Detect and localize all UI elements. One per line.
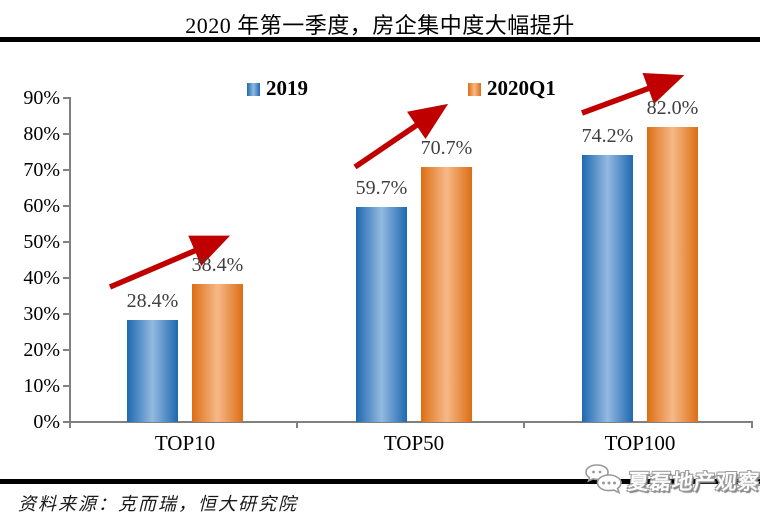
y-axis-tick-label: 30% [23,303,60,325]
y-axis-tick-label: 20% [23,339,60,361]
y-axis-tick-label: 70% [23,159,60,181]
x-axis-tick [69,421,71,428]
bar-2019-top100 [582,154,633,422]
y-axis-tick-label: 80% [23,123,60,145]
y-axis-tick [63,349,70,351]
x-axis-tick [296,421,298,428]
bar-2019-top50 [356,207,407,422]
y-axis-tick [63,313,70,315]
y-axis-tick [63,241,70,243]
chart-title: 2020 年第一季度，房企集中度大幅提升 [185,13,575,38]
bar-2020q1-top10 [192,283,243,422]
value-label-2020q1-top10: 38.4% [191,253,244,276]
y-axis-tick [63,205,70,207]
value-label-2019-top10: 28.4% [126,289,179,312]
legend-label-2019: 2019 [266,75,308,100]
y-axis-tick [63,385,70,387]
y-axis-tick [63,421,70,423]
y-axis-tick [63,97,70,99]
divider-line-top [0,37,760,42]
watermark: 夏磊地产观察 [584,463,760,499]
y-axis-tick-label: 50% [23,231,60,253]
x-axis-tick [523,421,525,428]
source-note: 资料来源：克而瑞，恒大研究院 [18,494,298,514]
y-axis-tick [63,169,70,171]
bar-2019-top10 [127,319,178,422]
value-label-2020q1-top50: 70.7% [420,137,473,160]
value-label-2019-top50: 59.7% [355,177,408,200]
legend-swatch-2020q1 [468,82,481,96]
y-axis-tick-label: 90% [23,87,60,109]
value-label-2019-top100: 74.2% [581,124,634,147]
y-axis-tick [63,277,70,279]
value-label-2020q1-top100: 82.0% [646,96,699,119]
watermark-text: 夏磊地产观察 [626,470,760,494]
bar-2020q1-top50 [421,167,472,422]
legend-item-2019: 2019 [247,76,308,100]
x-axis-tick [751,421,753,428]
y-axis-tick-label: 40% [23,267,60,289]
y-axis-tick-label: 0% [33,411,60,433]
y-axis-tick-label: 10% [23,375,60,397]
x-axis-line [69,421,752,423]
y-axis-tick [63,133,70,135]
legend-label-2020q1: 2020Q1 [487,75,556,100]
y-axis-tick-label: 60% [23,195,60,217]
chat-bubble-icon [585,464,622,495]
y-axis-line [69,97,71,423]
category-label-top50: TOP50 [383,431,445,455]
divider-line-bottom [0,479,760,484]
legend-swatch-2019 [247,82,260,96]
category-label-top10: TOP10 [154,431,216,455]
legend-item-2020q1: 2020Q1 [468,76,556,100]
bar-2020q1-top100 [647,126,698,422]
category-label-top100: TOP100 [604,431,676,455]
